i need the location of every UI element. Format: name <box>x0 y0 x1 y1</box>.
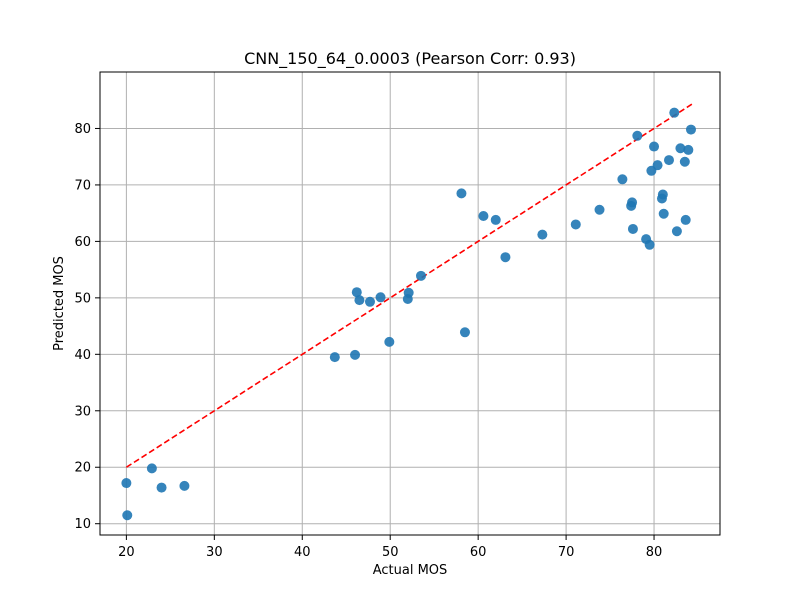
data-point <box>649 141 660 152</box>
y-tick-label: 20 <box>74 461 91 476</box>
data-point <box>351 287 362 298</box>
data-point <box>627 197 638 208</box>
data-point <box>669 107 680 118</box>
data-point <box>658 208 669 219</box>
data-point <box>364 296 375 307</box>
data-point <box>652 160 663 171</box>
y-tick-label: 10 <box>74 517 91 532</box>
data-point <box>537 229 548 240</box>
data-point <box>415 270 426 281</box>
data-point <box>156 482 167 493</box>
data-point <box>570 219 581 230</box>
x-axis-label: Actual MOS <box>373 563 448 578</box>
y-tick-label: 80 <box>74 122 91 137</box>
data-point <box>403 287 414 298</box>
y-tick-label: 60 <box>74 235 91 250</box>
plot-frame <box>99 71 721 536</box>
data-point <box>685 124 696 135</box>
x-tick-label: 70 <box>558 545 575 560</box>
data-point <box>179 480 190 491</box>
data-point <box>146 463 157 474</box>
data-point <box>490 214 501 225</box>
y-tick-label: 40 <box>74 348 91 363</box>
data-points <box>121 107 696 521</box>
data-point <box>683 144 694 155</box>
data-point <box>657 189 668 200</box>
y-axis-label: Predicted MOS <box>52 256 67 351</box>
y-tick-label: 50 <box>74 291 91 306</box>
data-point <box>459 327 470 338</box>
data-point <box>122 510 133 521</box>
data-point <box>478 210 489 221</box>
grid <box>100 72 720 535</box>
data-point <box>671 226 682 237</box>
data-point <box>679 156 690 167</box>
data-point <box>354 295 365 306</box>
reference-line <box>125 103 693 468</box>
x-tick-label: 30 <box>206 545 223 560</box>
data-point <box>329 352 340 363</box>
data-point <box>384 336 395 347</box>
y-tick-label: 30 <box>74 404 91 419</box>
y-tick-label: 70 <box>74 178 91 193</box>
x-tick-label: 20 <box>118 545 135 560</box>
data-point <box>627 223 638 234</box>
data-point <box>375 292 386 303</box>
data-point <box>594 204 605 215</box>
data-point <box>680 214 691 225</box>
data-point <box>644 239 655 250</box>
x-tick-label: 60 <box>470 545 487 560</box>
y-axis-ticks: 10 20 30 40 50 60 70 80 <box>74 122 100 532</box>
data-point <box>500 252 511 263</box>
chart-title: CNN_150_64_0.0003 (Pearson Corr: 0.93) <box>244 49 576 69</box>
data-point <box>456 188 467 199</box>
data-point <box>617 174 628 185</box>
x-axis-ticks: 20 30 40 50 60 70 80 <box>118 535 662 560</box>
data-point <box>121 478 132 489</box>
data-point <box>663 155 674 166</box>
data-point <box>350 349 361 360</box>
x-tick-label: 50 <box>382 545 399 560</box>
x-tick-label: 80 <box>646 545 663 560</box>
reference-line-group <box>125 103 693 468</box>
x-tick-label: 40 <box>294 545 311 560</box>
data-point <box>632 130 643 141</box>
data-point <box>675 143 686 154</box>
